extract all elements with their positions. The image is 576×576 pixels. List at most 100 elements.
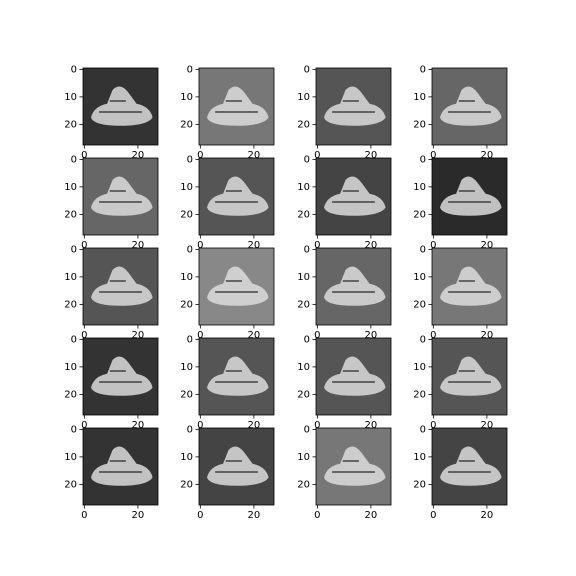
shoe-detail bbox=[332, 370, 375, 383]
y-tick-label: 20 bbox=[64, 119, 77, 130]
y-tick-label: 10 bbox=[297, 452, 310, 463]
y-tick-label: 0 bbox=[304, 64, 310, 75]
y-tick-label: 10 bbox=[413, 362, 426, 373]
shoe bbox=[91, 446, 153, 486]
y-tick-label: 0 bbox=[187, 154, 193, 165]
x-tick-label: 20 bbox=[132, 240, 145, 251]
y-tick-label: 10 bbox=[413, 92, 426, 103]
shoe-detail bbox=[215, 460, 258, 473]
y-tick-label: 20 bbox=[64, 389, 77, 400]
shoe bbox=[207, 86, 269, 126]
x-tick-label: 20 bbox=[132, 150, 145, 161]
y-tick-label: 20 bbox=[297, 389, 310, 400]
x-tick-label: 0 bbox=[81, 420, 87, 431]
image bbox=[316, 68, 391, 145]
axes-frame bbox=[198, 67, 275, 146]
x-tick-label: 0 bbox=[81, 150, 87, 161]
image bbox=[316, 158, 391, 235]
shoe-detail bbox=[99, 370, 142, 383]
x-tick-label: 0 bbox=[314, 510, 320, 521]
y-tick-label: 0 bbox=[71, 64, 77, 75]
axes-frame bbox=[198, 337, 275, 416]
y-tick-label: 20 bbox=[413, 479, 426, 490]
y-tick-label: 20 bbox=[297, 479, 310, 490]
axes-frame bbox=[198, 157, 275, 236]
x-tick-label: 0 bbox=[430, 150, 436, 161]
axes-frame bbox=[82, 247, 159, 326]
x-tick-label: 20 bbox=[365, 150, 378, 161]
y-tick-label: 10 bbox=[297, 92, 310, 103]
axes-frame bbox=[82, 337, 159, 416]
y-tick-label: 0 bbox=[420, 154, 426, 165]
shoe bbox=[324, 86, 386, 126]
y-tick-label: 10 bbox=[64, 362, 77, 373]
y-tick-label: 0 bbox=[304, 424, 310, 435]
y-tick-label: 10 bbox=[64, 92, 77, 103]
y-tick-label: 0 bbox=[420, 244, 426, 255]
y-tick-label: 10 bbox=[297, 362, 310, 373]
shoe bbox=[91, 176, 153, 216]
y-tick-label: 0 bbox=[187, 64, 193, 75]
x-tick-label: 20 bbox=[365, 240, 378, 251]
y-tick-label: 0 bbox=[187, 334, 193, 345]
x-tick-label: 0 bbox=[314, 330, 320, 341]
image bbox=[83, 248, 158, 325]
y-tick-label: 20 bbox=[297, 119, 310, 130]
y-tick-label: 20 bbox=[180, 209, 193, 220]
x-tick-label: 0 bbox=[314, 420, 320, 431]
axes-frame bbox=[315, 67, 392, 146]
x-tick-label: 0 bbox=[197, 420, 203, 431]
shoe-detail bbox=[332, 460, 375, 473]
shoe-detail bbox=[99, 460, 142, 473]
x-tick-label: 20 bbox=[481, 420, 494, 431]
x-tick-label: 0 bbox=[430, 420, 436, 431]
shoe bbox=[324, 446, 386, 486]
y-tick-label: 0 bbox=[420, 334, 426, 345]
y-tick-label: 20 bbox=[180, 479, 193, 490]
axes-frame bbox=[315, 337, 392, 416]
y-tick-label: 0 bbox=[71, 334, 77, 345]
image bbox=[199, 68, 274, 145]
shoe-detail bbox=[215, 190, 258, 203]
y-tick-label: 0 bbox=[71, 424, 77, 435]
axes-frame bbox=[315, 247, 392, 326]
shoe-detail bbox=[332, 100, 375, 113]
y-tick-label: 0 bbox=[420, 64, 426, 75]
y-tick-label: 20 bbox=[180, 299, 193, 310]
shoe-detail bbox=[99, 190, 142, 203]
shoe-detail bbox=[448, 370, 491, 383]
y-tick-label: 20 bbox=[413, 299, 426, 310]
y-tick-label: 10 bbox=[180, 272, 193, 283]
y-tick-label: 20 bbox=[413, 389, 426, 400]
x-tick-label: 0 bbox=[430, 330, 436, 341]
axes-frame bbox=[82, 157, 159, 236]
y-tick-label: 10 bbox=[180, 182, 193, 193]
shoe-detail bbox=[332, 280, 375, 293]
shoe-detail bbox=[215, 100, 258, 113]
x-tick-label: 20 bbox=[481, 150, 494, 161]
y-tick-label: 20 bbox=[413, 119, 426, 130]
y-tick-label: 20 bbox=[64, 209, 77, 220]
x-tick-label: 0 bbox=[81, 330, 87, 341]
axes-frame bbox=[315, 157, 392, 236]
x-tick-label: 20 bbox=[248, 330, 261, 341]
shoe-detail bbox=[99, 280, 142, 293]
axes-frame bbox=[315, 427, 392, 506]
x-tick-label: 20 bbox=[365, 330, 378, 341]
x-tick-label: 0 bbox=[197, 150, 203, 161]
y-tick-label: 20 bbox=[180, 119, 193, 130]
image bbox=[432, 428, 507, 505]
x-tick-label: 20 bbox=[481, 330, 494, 341]
y-tick-label: 10 bbox=[297, 272, 310, 283]
shoe bbox=[324, 356, 386, 396]
y-tick-label: 10 bbox=[64, 452, 77, 463]
y-tick-label: 0 bbox=[187, 244, 193, 255]
shoe-detail bbox=[332, 190, 375, 203]
x-tick-label: 0 bbox=[314, 240, 320, 251]
y-tick-label: 20 bbox=[64, 299, 77, 310]
image bbox=[432, 338, 507, 415]
image bbox=[83, 158, 158, 235]
image bbox=[316, 428, 391, 505]
axes-frame bbox=[431, 247, 508, 326]
